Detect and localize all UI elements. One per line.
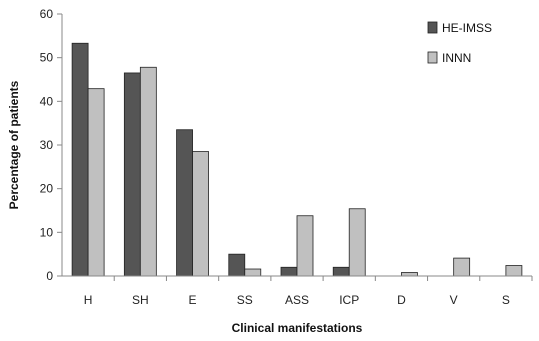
- bar-innn-v: [453, 257, 471, 277]
- x-axis-ticks: H SH E SS ASS ICP D V S: [84, 276, 533, 307]
- plot-area: [71, 42, 523, 277]
- legend-swatch-he-imss: [427, 21, 438, 34]
- bar-he-imss-icp: [332, 266, 350, 277]
- legend-label-innn: INNN: [442, 51, 471, 65]
- bar-innn-icp: [348, 208, 366, 277]
- x-tick-label-ass: ASS: [285, 293, 309, 307]
- y-tick-label: 50: [40, 51, 54, 65]
- x-tick-label-d: D: [397, 293, 406, 307]
- x-axis-title: Clinical manifestations: [232, 321, 363, 335]
- legend: HE-IMSS INNN: [427, 21, 492, 65]
- y-tick-label: 30: [40, 138, 54, 152]
- bar-he-imss-e: [176, 129, 193, 277]
- bar-he-imss-ass: [280, 266, 298, 277]
- y-tick-label: 60: [40, 7, 54, 21]
- y-tick-label: 20: [40, 182, 54, 196]
- bar-innn-sh: [139, 66, 157, 277]
- y-axis-title: Percentage of patients: [7, 80, 21, 209]
- bar-he-imss-h: [71, 42, 89, 277]
- x-tick-label-icp: ICP: [339, 293, 359, 307]
- x-tick-label-e: E: [189, 293, 197, 307]
- bar-innn-s: [505, 265, 523, 277]
- x-tick-label-h: H: [84, 293, 93, 307]
- bar-innn-h: [87, 88, 105, 277]
- y-tick-label: 40: [40, 94, 54, 108]
- y-tick-label: 0: [46, 269, 53, 283]
- bar-he-imss-ss: [228, 253, 246, 277]
- legend-swatch-innn: [427, 51, 438, 64]
- legend-label-he-imss: HE-IMSS: [442, 21, 492, 35]
- bar-innn-d: [401, 272, 418, 277]
- y-tick-label: 10: [40, 225, 54, 239]
- x-tick-label-ss: SS: [237, 293, 253, 307]
- x-tick-label-v: V: [450, 293, 458, 307]
- bar-innn-ass: [296, 215, 314, 277]
- y-axis-ticks: 0 10 20 30 40 50 60: [40, 7, 62, 283]
- x-tick-label-sh: SH: [132, 293, 149, 307]
- bar-innn-ss: [244, 268, 262, 277]
- bar-he-imss-sh: [123, 72, 141, 277]
- bar-innn-e: [192, 151, 209, 277]
- x-tick-label-s: S: [502, 293, 510, 307]
